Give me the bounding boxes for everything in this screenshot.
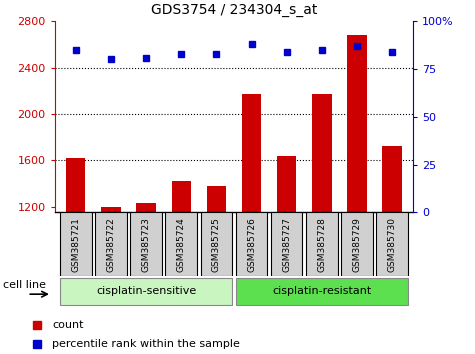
Bar [312, 94, 332, 212]
Bar [95, 212, 127, 276]
Bar [242, 94, 261, 212]
Bar [277, 156, 296, 212]
Text: GSM385722: GSM385722 [106, 217, 115, 272]
Bar [101, 207, 121, 212]
Text: GSM385728: GSM385728 [317, 217, 326, 272]
Bar [347, 35, 367, 212]
Text: GSM385726: GSM385726 [247, 217, 256, 272]
Text: GSM385724: GSM385724 [177, 217, 186, 272]
Bar [130, 212, 162, 276]
Text: cisplatin-sensitive: cisplatin-sensitive [96, 286, 196, 296]
Bar [306, 212, 338, 276]
Text: GSM385727: GSM385727 [282, 217, 291, 272]
Bar [60, 278, 232, 305]
Bar [207, 186, 226, 212]
Bar [136, 203, 156, 212]
Text: GSM385723: GSM385723 [142, 217, 151, 272]
Bar [236, 212, 267, 276]
Bar [200, 212, 232, 276]
Text: GSM385721: GSM385721 [71, 217, 80, 272]
Bar [165, 212, 197, 276]
Bar [60, 212, 92, 276]
Text: GSM385729: GSM385729 [352, 217, 361, 272]
Title: GDS3754 / 234304_s_at: GDS3754 / 234304_s_at [151, 4, 317, 17]
Bar [236, 278, 408, 305]
Bar [66, 158, 86, 212]
Bar [376, 212, 408, 276]
Bar [271, 212, 303, 276]
Text: GSM385730: GSM385730 [388, 217, 397, 272]
Text: cisplatin-resistant: cisplatin-resistant [272, 286, 371, 296]
Text: GSM385725: GSM385725 [212, 217, 221, 272]
Text: cell line: cell line [3, 280, 46, 290]
Bar [341, 212, 373, 276]
Text: percentile rank within the sample: percentile rank within the sample [52, 339, 240, 349]
Bar [171, 181, 191, 212]
Text: count: count [52, 320, 84, 330]
Bar [382, 146, 402, 212]
